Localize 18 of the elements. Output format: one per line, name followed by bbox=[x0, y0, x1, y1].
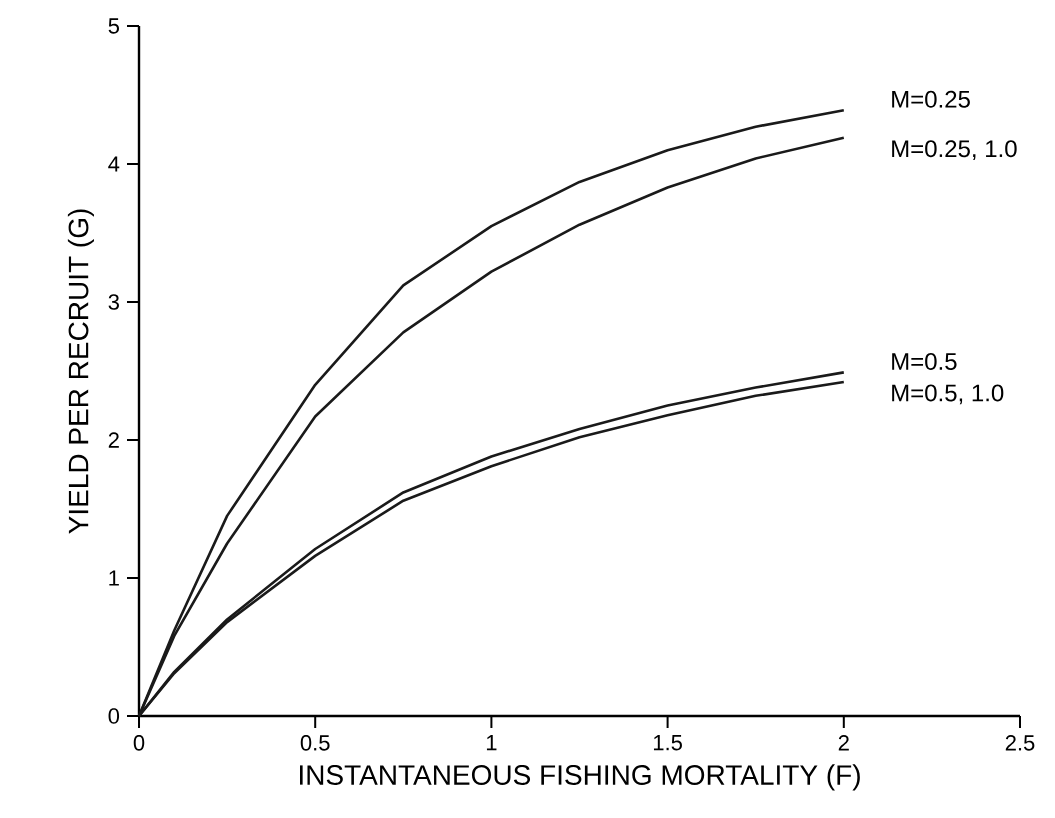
x-tick-label: 0.5 bbox=[300, 735, 330, 751]
y-tick-label: 0 bbox=[108, 708, 120, 724]
x-tick-label: 1 bbox=[486, 735, 497, 751]
y-axis-title: YIELD PER RECRUIT (G) bbox=[67, 209, 94, 534]
y-tick-label: 3 bbox=[108, 294, 119, 310]
x-tick-label: 2.5 bbox=[1005, 735, 1035, 751]
x-tick-label: 2 bbox=[838, 735, 849, 751]
x-tick-label: 1.5 bbox=[653, 735, 682, 751]
text: M=0.5, 1.0 bbox=[892, 384, 1004, 405]
y-tick-label: 5 bbox=[108, 18, 119, 34]
text: M=0.25, 1.0 bbox=[892, 140, 1017, 161]
y-tick-label: 2 bbox=[108, 432, 119, 448]
y-tick-label: 1 bbox=[109, 570, 119, 586]
x-tick-label: 0 bbox=[133, 735, 145, 751]
text: M=0.25 bbox=[892, 90, 970, 108]
x-axis-title: INSTANTANEOUS FISHING MORTALITY (F) bbox=[299, 764, 860, 791]
text: M=0.5 bbox=[892, 352, 957, 370]
y-tick-label: 4 bbox=[108, 156, 120, 172]
